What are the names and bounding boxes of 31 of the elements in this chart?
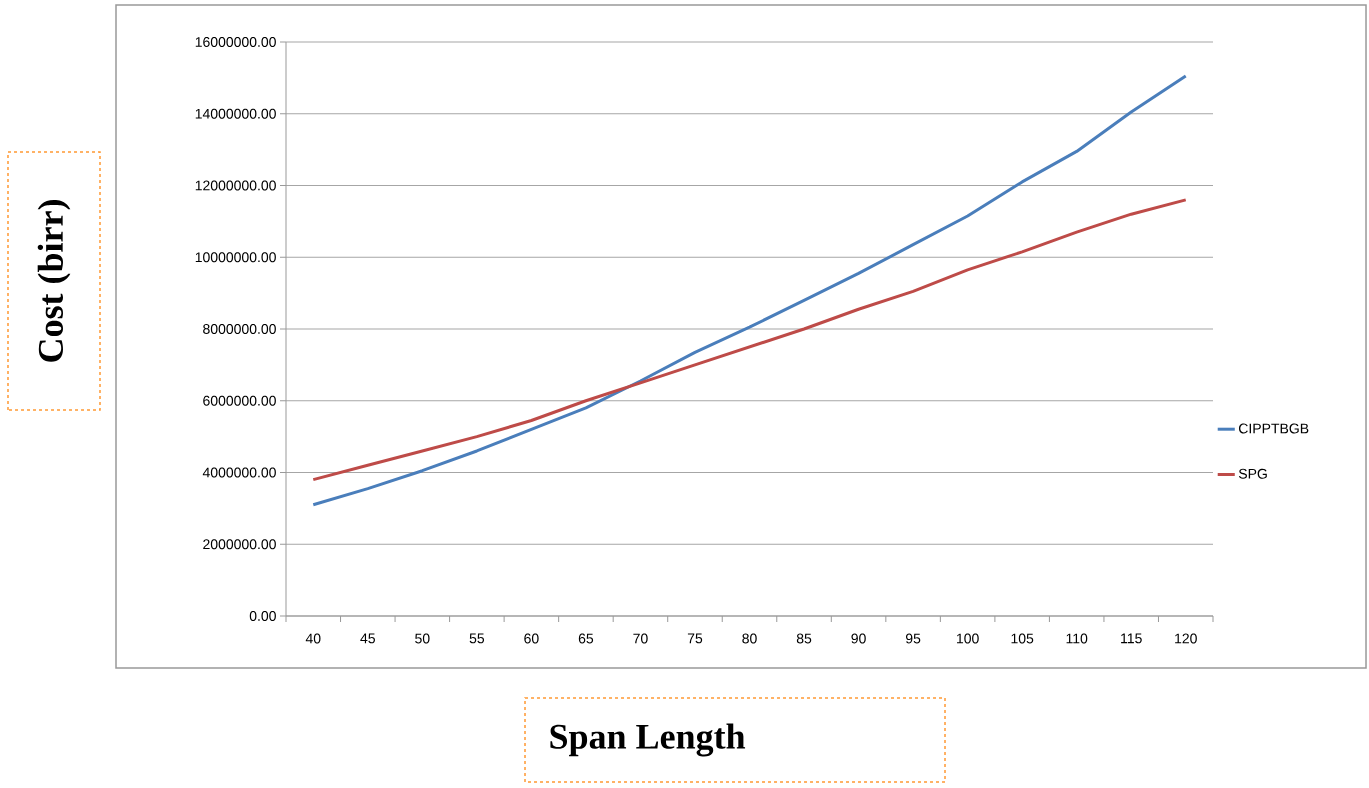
x-tick-label: 45 [360,633,375,644]
x-tick-label: 95 [905,633,921,644]
y-tick-label: 4000000.00 [202,467,276,478]
x-tick-label: 80 [742,633,757,644]
y-tick-label: 14000000.00 [195,108,276,119]
x-tick-label: 75 [687,633,703,644]
x-tick-label: 85 [796,633,812,644]
x-tick-label: 90 [851,633,866,644]
x-tick-label: 65 [578,633,594,644]
x-tick-label: 110 [1066,633,1088,644]
x-axis-title: Span Length [550,723,746,757]
x-tick-label: 70 [633,633,648,644]
x-tick-label: 105 [1011,633,1034,644]
x-tick-label: 50 [415,633,430,644]
x-tick-label: 115 [1121,633,1142,644]
y-tick-label: 6000000.00 [203,395,276,406]
x-tick-label: 120 [1175,633,1197,644]
legend-label: SPG [1238,468,1267,479]
y-tick-label: 8000000.00 [203,324,276,334]
y-tick-label: 2000000.00 [203,539,276,550]
legend-label: CIPPTBGB [1238,423,1309,434]
x-tick-label: 55 [469,633,485,644]
y-tick-label: 10000000.00 [195,252,276,263]
x-tick-label: 60 [524,633,539,644]
y-tick-label: 0.00 [249,611,276,621]
x-tick-label: 100 [957,633,979,644]
y-axis-title: Cost (birr) [37,200,71,362]
y-tick-label: 12000000.00 [195,180,276,191]
x-tick-label: 40 [305,633,321,644]
y-tick-label: 16000000.00 [195,37,276,47]
line-series [311,74,1188,507]
